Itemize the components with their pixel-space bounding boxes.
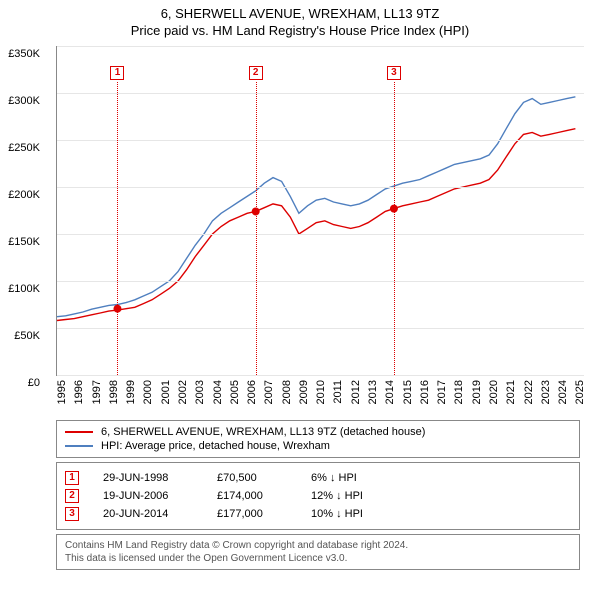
x-tick-label: 2000	[142, 380, 154, 404]
x-tick-label: 2009	[298, 380, 310, 404]
legend: 6, SHERWELL AVENUE, WREXHAM, LL13 9TZ (d…	[56, 420, 580, 458]
x-axis-labels: 1995 1996 1997 1998 1999 2000 2001 2002 2003 2004…	[56, 376, 584, 414]
plot-area: 1 2 3	[56, 46, 584, 376]
events-table: 1 29-JUN-1998 £70,500 6% ↓ HPI 2 19-JUN-2006 £…	[56, 462, 580, 530]
event-row-price: £174,000	[217, 490, 287, 502]
chart-container: 6, SHERWELL AVENUE, WREXHAM, LL13 9TZ Pr…	[0, 0, 600, 590]
x-tick-label: 2006	[246, 380, 258, 404]
title-address: 6, SHERWELL AVENUE, WREXHAM, LL13 9TZ	[10, 6, 590, 21]
legend-swatch	[65, 431, 93, 433]
x-tick-label: 1999	[125, 380, 137, 404]
legend-label: 6, SHERWELL AVENUE, WREXHAM, LL13 9TZ (d…	[101, 426, 425, 438]
event-row: 3 20-JUN-2014 £177,000 10% ↓ HPI	[65, 505, 571, 523]
event-marker-line	[394, 82, 395, 375]
y-tick-label: £100K	[8, 283, 40, 295]
y-tick-label: £50K	[14, 330, 40, 342]
event-row-date: 19-JUN-2006	[103, 490, 193, 502]
y-tick-label: £200K	[8, 189, 40, 201]
y-tick-label: £250K	[8, 142, 40, 154]
series-property	[57, 129, 575, 321]
x-tick-label: 2004	[212, 380, 224, 404]
x-tick-label: 2021	[505, 380, 517, 404]
y-axis-labels: £0£50K£100K£150K£200K£250K£300K£350K	[0, 54, 44, 384]
event-marker-box: 2	[249, 66, 263, 80]
x-tick-label: 2024	[557, 380, 569, 404]
y-tick-label: £350K	[8, 48, 40, 60]
event-row-date: 20-JUN-2014	[103, 508, 193, 520]
x-tick-label: 1996	[73, 380, 85, 404]
event-marker-box: 1	[110, 66, 124, 80]
series-hpi	[57, 97, 575, 317]
legend-row: 6, SHERWELL AVENUE, WREXHAM, LL13 9TZ (d…	[65, 425, 571, 439]
chart-titles: 6, SHERWELL AVENUE, WREXHAM, LL13 9TZ Pr…	[10, 6, 590, 38]
x-tick-label: 2013	[367, 380, 379, 404]
x-tick-label: 2017	[436, 380, 448, 404]
x-tick-label: 2019	[471, 380, 483, 404]
event-row-delta: 6% ↓ HPI	[311, 472, 401, 484]
footer-line1: Contains HM Land Registry data © Crown c…	[65, 539, 571, 552]
x-tick-label: 2020	[488, 380, 500, 404]
x-tick-label: 2014	[384, 380, 396, 404]
gridline	[57, 140, 584, 141]
title-subtitle: Price paid vs. HM Land Registry's House …	[10, 23, 590, 38]
x-tick-label: 2002	[177, 380, 189, 404]
event-row-price: £177,000	[217, 508, 287, 520]
x-tick-label: 2018	[453, 380, 465, 404]
event-marker-line	[256, 82, 257, 375]
y-tick-label: £150K	[8, 236, 40, 248]
y-tick-label: £300K	[8, 95, 40, 107]
x-tick-label: 2007	[263, 380, 275, 404]
x-tick-label: 2011	[332, 380, 344, 404]
x-tick-label: 2005	[229, 380, 241, 404]
x-tick-label: 2016	[419, 380, 431, 404]
event-row-delta: 12% ↓ HPI	[311, 490, 401, 502]
x-tick-label: 1998	[108, 380, 120, 404]
event-row-date: 29-JUN-1998	[103, 472, 193, 484]
legend-row: HPI: Average price, detached house, Wrex…	[65, 439, 571, 453]
legend-label: HPI: Average price, detached house, Wrex…	[101, 440, 330, 452]
event-marker-box: 3	[387, 66, 401, 80]
y-tick-label: £0	[28, 377, 40, 389]
event-row-marker: 3	[65, 507, 79, 521]
gridline	[57, 46, 584, 47]
x-tick-label: 2008	[281, 380, 293, 404]
footer-attribution: Contains HM Land Registry data © Crown c…	[56, 534, 580, 570]
event-row-marker: 1	[65, 471, 79, 485]
gridline	[57, 187, 584, 188]
event-row: 2 19-JUN-2006 £174,000 12% ↓ HPI	[65, 487, 571, 505]
x-tick-label: 2010	[315, 380, 327, 404]
x-tick-label: 2022	[523, 380, 535, 404]
x-tick-label: 2003	[194, 380, 206, 404]
x-tick-label: 1995	[56, 380, 68, 404]
x-tick-label: 2025	[574, 380, 586, 404]
gridline	[57, 93, 584, 94]
event-row-marker: 2	[65, 489, 79, 503]
chart-svg	[57, 46, 584, 375]
x-tick-label: 1997	[91, 380, 103, 404]
x-tick-label: 2001	[160, 380, 172, 404]
event-row-delta: 10% ↓ HPI	[311, 508, 401, 520]
legend-swatch	[65, 445, 93, 447]
event-marker-line	[117, 82, 118, 375]
gridline	[57, 328, 584, 329]
event-row: 1 29-JUN-1998 £70,500 6% ↓ HPI	[65, 469, 571, 487]
x-tick-label: 2023	[540, 380, 552, 404]
event-row-price: £70,500	[217, 472, 287, 484]
x-tick-label: 2012	[350, 380, 362, 404]
gridline	[57, 234, 584, 235]
x-tick-label: 2015	[402, 380, 414, 404]
footer-line2: This data is licensed under the Open Gov…	[65, 552, 571, 565]
gridline	[57, 281, 584, 282]
